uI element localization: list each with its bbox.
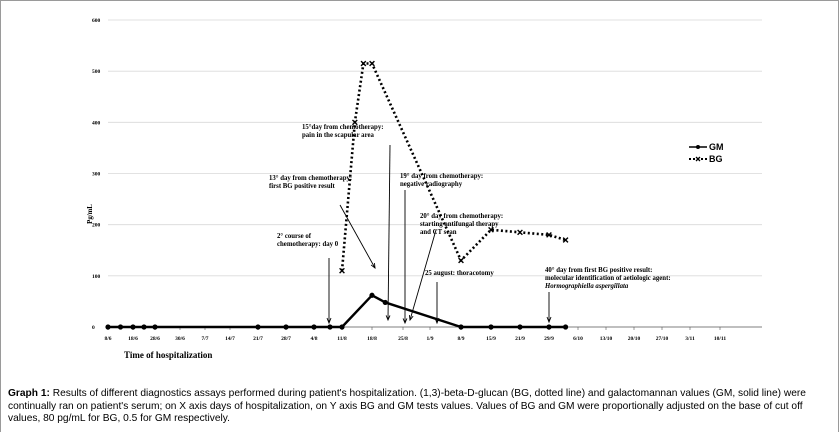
legend-label-bg: BG (709, 154, 723, 164)
x-tick-label: 25/8 (398, 336, 408, 342)
x-tick-label: 8/6 (104, 336, 111, 342)
point-gm (562, 324, 569, 330)
annotation-text: 19° day from chemotherapy: (400, 173, 483, 180)
point-gm (311, 324, 317, 330)
x-tick-label: 1/9 (426, 336, 433, 342)
annotation-text: chemotherapy: day 0 (277, 241, 339, 248)
y-tick-label: 300 (92, 172, 101, 178)
annotation-arrow (339, 204, 376, 269)
x-tick-label: 8/9 (457, 336, 464, 342)
annotation-text: 25 august: thoracotomy (425, 270, 494, 277)
point-gm (283, 324, 289, 330)
y-tick-label: 100 (92, 274, 101, 280)
point-bg (458, 257, 464, 264)
y-tick-label: 600 (92, 18, 101, 24)
point-gm (117, 324, 124, 330)
point-gm (517, 324, 523, 330)
point-bg (488, 226, 494, 233)
point-bg (360, 60, 367, 67)
annotation-text: starting antifungal therapy (420, 221, 499, 228)
x-tick-label: 15/9 (486, 336, 496, 342)
point-gm (458, 324, 464, 330)
x-tick-label: 7/7 (201, 336, 208, 342)
annotation-text: 13° day from chemotherapy: (269, 175, 352, 182)
annotation-text: 20° day from chemotherapy: (420, 213, 503, 220)
point-bg (351, 119, 358, 126)
figure-caption: Graph 1: Results of different diagnostic… (8, 388, 836, 426)
x-tick-label: 10/11 (714, 336, 726, 342)
x-tick-label: 28/6 (150, 336, 160, 342)
point-bg (517, 229, 523, 236)
annotation-arrow (409, 229, 437, 321)
arrow-head (408, 314, 414, 322)
x-tick-label: 3/11 (685, 336, 695, 342)
point-gm (105, 324, 111, 330)
legend: GM BG (689, 142, 724, 164)
point-gm (255, 324, 261, 330)
y-tick-label: 500 (92, 69, 101, 75)
x-axis-label: Time of hospitalization (124, 350, 212, 360)
annotation-arrow (387, 144, 391, 321)
arrow-head (402, 318, 408, 325)
x-tick-label: 18/6 (128, 336, 138, 342)
series-lines (105, 60, 569, 330)
point-gm (369, 292, 375, 298)
point-gm (488, 324, 494, 330)
point-gm (327, 324, 333, 330)
y-axis-label: Pg/mL (87, 204, 94, 224)
y-tick-label: 200 (92, 223, 101, 229)
annotation-text: molecular identification of aetiologic a… (545, 275, 671, 282)
x-axis-ticks: 8/6 18/6 28/6 30/6 7/7 14/7 21/7 28/7 4/8 11/8 18/… (104, 327, 726, 342)
series-line-bg (340, 62, 566, 271)
legend-label-gm: GM (709, 142, 724, 152)
annotation-text: 2° course of (277, 233, 312, 240)
x-tick-label: 11/8 (337, 336, 347, 342)
arrow-head (370, 262, 376, 270)
point-gm (546, 324, 552, 330)
y-axis-ticks: 0 100 200 300 400 500 600 (92, 18, 101, 331)
x-tick-label: 13/10 (600, 336, 613, 342)
series-line-gm (108, 294, 566, 329)
x-tick-label: 14/7 (225, 336, 235, 342)
y-tick-label: 0 (92, 325, 95, 331)
arrow-head (326, 317, 332, 325)
y-tick-label: 400 (92, 120, 101, 126)
x-tick-label: 29/9 (544, 336, 554, 342)
point-bg (546, 232, 552, 238)
line-chart: 0 100 200 300 400 500 600 8/6 18/6 28/6 30/6 7/7 14… (87, 18, 762, 360)
point-bg (339, 267, 345, 274)
point-gm (141, 324, 147, 330)
annotation-text: negative radiography (400, 181, 463, 188)
point-gm (382, 299, 388, 306)
legend-marker (696, 145, 700, 149)
point-bg (369, 60, 375, 67)
annotation-text: and CT scan (420, 229, 457, 236)
annotation-organism: Hormographiella aspergillata (544, 283, 629, 290)
annotation-text: first BG positive result (269, 183, 335, 190)
annotation-text: pain in the scapular area (302, 132, 374, 139)
x-tick-label: 4/8 (310, 336, 317, 342)
caption-label: Graph 1: (8, 388, 50, 399)
x-tick-label: 20/10 (628, 336, 641, 342)
x-tick-label: 6/10 (573, 336, 583, 342)
point-gm (339, 324, 345, 330)
arrow-head (385, 315, 391, 322)
point-gm (152, 324, 158, 330)
x-tick-label: 28/7 (281, 336, 291, 342)
point-bg (562, 237, 569, 243)
point-gm (130, 324, 136, 330)
x-tick-label: 21/9 (515, 336, 525, 342)
gridlines (108, 19, 762, 328)
legend-marker (695, 156, 701, 162)
x-tick-label: 27/10 (656, 336, 669, 342)
x-tick-label: 30/6 (175, 336, 185, 342)
annotation-text: 15°day from chemotherapy: (302, 124, 384, 131)
x-tick-label: 21/7 (253, 336, 263, 342)
annotation-text: 40° day from first BG positive result: (545, 267, 652, 274)
x-tick-label: 18/8 (367, 336, 377, 342)
caption-text: Results of different diagnostics assays … (8, 388, 806, 424)
arrow-head (546, 316, 552, 324)
